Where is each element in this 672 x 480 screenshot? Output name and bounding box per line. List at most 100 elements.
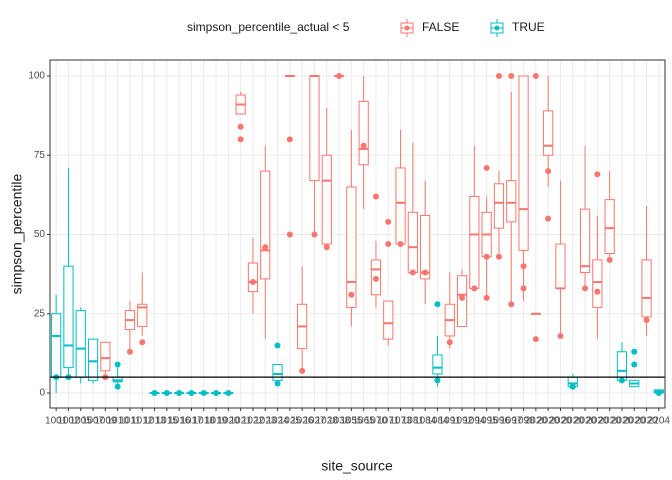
- box: [247, 262, 259, 293]
- x-tick-label: 1002: [57, 416, 80, 427]
- box: [592, 259, 603, 308]
- x-tick-label: 1005: [70, 416, 93, 427]
- x-tick-label: 1094: [463, 416, 486, 427]
- x-tick-label: 1016: [168, 416, 191, 427]
- outlier: [262, 244, 269, 251]
- x-tick-label: 1028: [316, 416, 339, 427]
- x-tick-label: 2020: [611, 416, 634, 427]
- x-tick-label: 1098: [512, 416, 535, 427]
- outlier: [459, 294, 466, 301]
- outlier: [643, 317, 650, 324]
- x-tick-label: 1097: [500, 416, 523, 427]
- outlier: [385, 241, 392, 248]
- box: [469, 195, 480, 289]
- outlier: [311, 231, 318, 238]
- box: [506, 180, 517, 223]
- outlier: [237, 123, 244, 130]
- outlier: [286, 136, 293, 143]
- outlier: [274, 380, 281, 387]
- outlier: [225, 390, 232, 397]
- outlier: [483, 164, 490, 171]
- x-tick-label: 1027: [303, 416, 326, 427]
- x-tick-label: 1038: [328, 416, 351, 427]
- x-tick-label: 2020: [574, 416, 597, 427]
- outlier: [286, 231, 293, 238]
- x-tick-label: 1025: [279, 416, 302, 427]
- outlier: [188, 390, 195, 397]
- outlier: [126, 348, 133, 355]
- y-tick-label: 100: [28, 71, 45, 82]
- x-tick-label: 1001: [45, 416, 68, 427]
- outlier: [237, 136, 244, 143]
- box: [321, 154, 332, 245]
- box: [137, 303, 148, 327]
- outlier: [114, 361, 121, 368]
- outlier: [594, 171, 601, 178]
- x-tick-label: 1011: [119, 416, 141, 427]
- outlier: [520, 263, 527, 270]
- box: [493, 183, 505, 229]
- x-tick-label: 1081: [402, 416, 425, 427]
- outlier: [274, 342, 281, 349]
- legend-title: simpson_percentile_actual < 5: [187, 20, 350, 34]
- y-tick-label: 0: [39, 388, 45, 399]
- x-tick-label: 1092: [451, 416, 474, 427]
- x-tick-label: 2020: [549, 416, 572, 427]
- outlier: [434, 301, 441, 308]
- outlier: [582, 285, 589, 292]
- x-tick-label: 1026: [291, 416, 314, 427]
- outlier: [520, 285, 527, 292]
- x-tick-label: 2020: [537, 416, 560, 427]
- outlier: [114, 383, 121, 390]
- y-tick-label: 50: [34, 229, 46, 240]
- box: [346, 186, 357, 308]
- box: [260, 170, 271, 280]
- outlier: [446, 339, 453, 346]
- outlier: [631, 361, 638, 368]
- x-tick-label: 1019: [205, 416, 228, 427]
- panel-border: [49, 59, 666, 409]
- y-tick-label: 25: [34, 308, 46, 319]
- x-tick-label: 1073: [389, 416, 412, 427]
- outlier: [557, 332, 564, 339]
- box: [87, 338, 99, 381]
- x-tick-label: 2204: [648, 416, 671, 427]
- x-tick-label: 1065: [353, 416, 376, 427]
- x-tick-label: 1096: [488, 416, 511, 427]
- x-tick-label: 1020: [217, 416, 240, 427]
- outlier: [163, 390, 170, 397]
- box: [604, 199, 615, 255]
- outlier: [397, 241, 404, 248]
- x-tick-label: 1015: [156, 416, 179, 427]
- outlier: [508, 73, 515, 80]
- outlier: [249, 279, 256, 286]
- outlier: [372, 275, 379, 282]
- box: [383, 300, 394, 340]
- y-tick-label: 75: [34, 150, 46, 161]
- x-tick-label: 2020: [623, 416, 646, 427]
- x-tick-label: 1017: [180, 416, 203, 427]
- outlier: [360, 142, 367, 149]
- outlier: [176, 390, 183, 397]
- x-tick-label: 1084: [414, 416, 437, 427]
- outlier: [348, 291, 355, 298]
- outlier: [606, 256, 613, 263]
- box: [641, 259, 652, 318]
- box: [616, 351, 628, 381]
- box: [100, 341, 111, 372]
- x-tick-label: 1009: [94, 416, 117, 427]
- outlier: [336, 73, 343, 80]
- box: [543, 110, 554, 156]
- outlier: [422, 269, 429, 276]
- box: [456, 275, 468, 327]
- box: [555, 243, 566, 289]
- outlier: [631, 348, 638, 355]
- box: [75, 310, 86, 378]
- x-tick-label: 1091: [439, 416, 462, 427]
- x-tick-label: 2020: [635, 416, 658, 427]
- outlier: [200, 390, 207, 397]
- box: [272, 363, 283, 381]
- outlier: [483, 294, 490, 301]
- x-tick-label: 1022: [242, 416, 265, 427]
